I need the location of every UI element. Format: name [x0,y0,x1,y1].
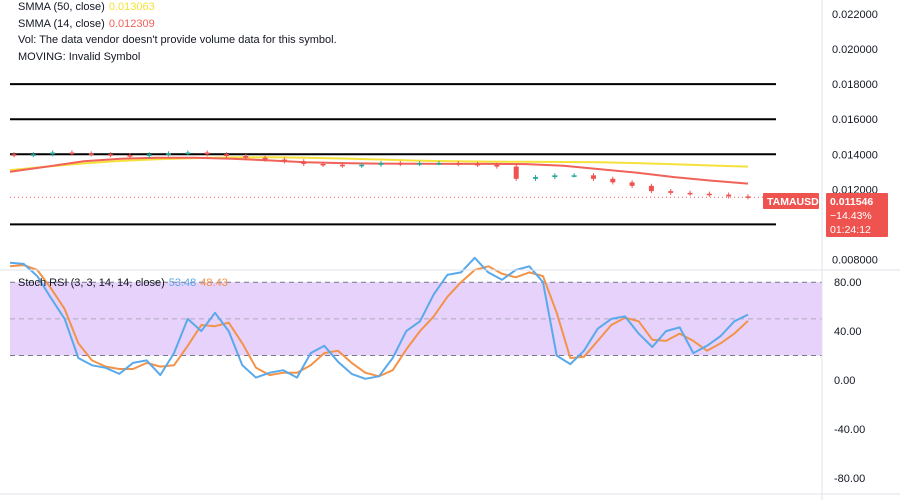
legend-smma50-value: 0.013063 [108,1,155,13]
price-tick-label: 0.018000 [832,79,878,91]
candle-body[interactable] [745,196,751,198]
candle-body[interactable] [127,155,133,157]
legend-smma50-label: SMMA (50, close) [18,1,105,13]
candle-body[interactable] [417,163,423,165]
candle-body[interactable] [30,154,36,156]
candle-body[interactable] [146,154,152,157]
candle-body[interactable] [243,156,249,158]
price-tick-label: 0.008000 [832,254,878,266]
candle-body[interactable] [50,152,56,155]
candle-body[interactable] [668,191,674,193]
candle-body[interactable] [69,152,75,155]
candle-body[interactable] [262,157,268,160]
price-tag-values-bg [826,193,888,237]
candle-body[interactable] [533,177,539,179]
candle-body[interactable] [320,163,326,166]
candle-body[interactable] [204,152,210,155]
price-tag-symbol-bg [763,193,819,209]
legend-smma50[interactable]: SMMA (50, close) 0.013063 [18,1,155,13]
candle-body[interactable] [706,193,712,196]
price-tag-countdown: 01:24:12 [830,224,871,236]
candle-body[interactable] [455,163,461,165]
candle-body[interactable] [494,164,500,167]
candle-body[interactable] [166,153,172,155]
candle-body[interactable] [88,153,94,155]
stoch-rsi-pane[interactable] [9,256,822,380]
candle-body[interactable] [571,175,577,177]
candle-body[interactable] [513,166,519,179]
candle-body[interactable] [590,175,596,179]
candle-body[interactable] [648,185,654,192]
price-tag-symbol: TAMAUSD [767,196,819,208]
candle-body[interactable] [726,194,732,197]
legend-stoch-rsi[interactable]: Stoch RSI (3, 3, 14, 14, close) 53.48 48.4… [18,277,228,289]
candle-body[interactable] [436,163,442,165]
candle-body[interactable] [610,178,616,183]
legend-stoch-k-value: 53.48 [168,277,197,289]
last-price-tag: TAMAUSD 0.011546 −14.43% 01:24:12 [763,193,888,237]
legend-moving-text: MOVING: Invalid Symbol [18,51,141,63]
legend-stoch-label: Stoch RSI (3, 3, 14, 14, close) [18,277,165,289]
stoch-k-line[interactable] [9,256,749,380]
legend-smma14-value: 0.012309 [108,18,155,30]
legend-smma14[interactable]: SMMA (14, close) 0.012309 [18,18,155,30]
legend-volume-text: Vol: The data vendor doesn't provide vol… [18,34,337,46]
price-tick-label: 0.020000 [832,44,878,56]
price-tag-price: 0.011546 [830,196,873,208]
candle-body[interactable] [281,159,287,162]
price-pane[interactable] [9,83,822,226]
legend-moving: MOVING: Invalid Symbol [18,51,140,63]
stoch-tick-label: 40.00 [834,326,862,338]
candle-body[interactable] [378,163,384,165]
price-tick-label: 0.014000 [832,149,878,161]
candle-body[interactable] [475,163,481,166]
candle-body[interactable] [397,163,403,165]
candle-body[interactable] [629,182,635,186]
stoch-tick-label: 0.00 [834,375,855,387]
legend-volume: Vol: The data vendor doesn't provide vol… [18,34,337,46]
candle-body[interactable] [359,164,365,167]
legend-smma14-label: SMMA (14, close) [18,18,105,30]
candle-body[interactable] [108,154,114,156]
stoch-tick-label: 80.00 [834,277,862,289]
price-tag-change: −14.43% [830,210,872,222]
stoch-tick-label: -80.00 [834,473,865,485]
price-tick-label: 0.016000 [832,114,878,126]
candle-body[interactable] [552,175,558,178]
candle-body[interactable] [11,154,17,156]
candle-body[interactable] [223,154,229,157]
smma50-line[interactable] [9,156,749,172]
candle-body[interactable] [339,164,345,167]
candle-body[interactable] [687,192,693,195]
price-tick-label: 0.022000 [832,9,878,21]
stoch-tick-label: -40.00 [834,424,865,436]
legend-stoch-d-value: 48.43 [200,277,228,289]
candle-body[interactable] [185,152,191,155]
candle-body[interactable] [301,161,307,164]
